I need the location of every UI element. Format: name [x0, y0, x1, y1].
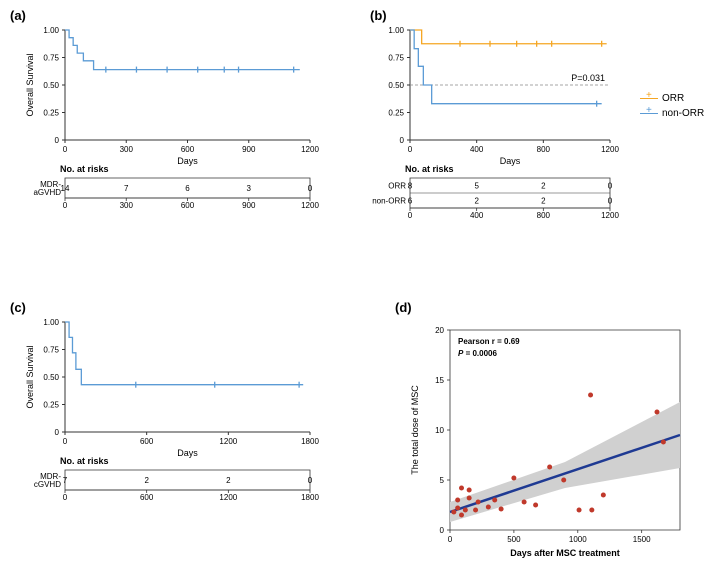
- svg-text:0.25: 0.25: [43, 109, 59, 118]
- svg-text:0.75: 0.75: [43, 54, 59, 63]
- svg-text:0: 0: [63, 145, 68, 154]
- svg-text:The total dose of MSC: The total dose of MSC: [410, 385, 420, 475]
- svg-text:14: 14: [61, 184, 70, 193]
- svg-text:P=0.031: P=0.031: [571, 73, 605, 83]
- legend-orr: ORR: [640, 93, 704, 104]
- svg-text:Overall Survival: Overall Survival: [25, 53, 35, 116]
- svg-text:0.75: 0.75: [388, 54, 404, 63]
- svg-text:Days: Days: [500, 156, 521, 166]
- svg-text:15: 15: [435, 376, 444, 385]
- svg-text:0.25: 0.25: [43, 401, 59, 410]
- svg-text:0: 0: [408, 211, 413, 220]
- svg-text:0: 0: [63, 201, 68, 210]
- svg-text:7: 7: [124, 184, 129, 193]
- panel-c: (c) 00.250.500.751.00060012001800Overall…: [10, 300, 340, 530]
- svg-text:0: 0: [63, 437, 68, 446]
- legend-orr-text: ORR: [662, 93, 684, 104]
- svg-text:aGVHD: aGVHD: [33, 188, 61, 197]
- svg-text:6: 6: [408, 197, 413, 206]
- panel-a-svg: 00.250.500.751.0003006009001200Overall S…: [10, 8, 340, 238]
- svg-text:3: 3: [247, 184, 252, 193]
- svg-text:0.25: 0.25: [388, 109, 404, 118]
- legend-nonorr-text: non-ORR: [662, 108, 704, 119]
- svg-text:ORR: ORR: [388, 182, 406, 191]
- svg-text:No. at risks: No. at risks: [60, 164, 109, 174]
- svg-text:0: 0: [608, 182, 613, 191]
- svg-text:1200: 1200: [219, 437, 237, 446]
- svg-text:0: 0: [448, 535, 453, 544]
- svg-text:Overall Survival: Overall Survival: [25, 345, 35, 408]
- svg-text:600: 600: [140, 493, 154, 502]
- panel-b: (b) 00.250.500.751.0004008001200DaysP=0.…: [370, 8, 710, 238]
- svg-text:1800: 1800: [301, 437, 319, 446]
- svg-text:0: 0: [63, 493, 68, 502]
- svg-text:No. at risks: No. at risks: [405, 164, 454, 174]
- legend-orr-mark: [640, 98, 658, 99]
- svg-text:Days after MSC treatment: Days after MSC treatment: [510, 548, 620, 558]
- svg-text:800: 800: [537, 145, 551, 154]
- svg-text:0: 0: [608, 197, 613, 206]
- legend-b: ORR non-ORR: [640, 93, 704, 123]
- svg-text:20: 20: [435, 326, 444, 335]
- svg-text:0: 0: [308, 476, 313, 485]
- svg-text:2: 2: [144, 476, 149, 485]
- svg-text:0: 0: [440, 526, 445, 535]
- svg-text:1200: 1200: [301, 145, 319, 154]
- svg-text:6: 6: [185, 184, 190, 193]
- svg-text:800: 800: [537, 211, 551, 220]
- svg-text:7: 7: [63, 476, 68, 485]
- svg-text:2: 2: [541, 197, 546, 206]
- svg-text:10: 10: [435, 426, 444, 435]
- svg-text:8: 8: [408, 182, 413, 191]
- svg-text:cGVHD: cGVHD: [34, 480, 61, 489]
- svg-text:0: 0: [55, 136, 60, 145]
- svg-text:0.50: 0.50: [388, 81, 404, 90]
- svg-text:1200: 1200: [219, 493, 237, 502]
- svg-text:300: 300: [120, 145, 134, 154]
- svg-text:2: 2: [541, 182, 546, 191]
- svg-text:1.00: 1.00: [43, 26, 59, 35]
- svg-text:400: 400: [470, 211, 484, 220]
- svg-text:0: 0: [308, 184, 313, 193]
- svg-text:0.50: 0.50: [43, 81, 59, 90]
- svg-text:600: 600: [140, 437, 154, 446]
- svg-text:Days: Days: [177, 156, 198, 166]
- panel-d: (d) 05101520050010001500The total dose o…: [395, 300, 705, 580]
- svg-text:Pearson r = 0.69: Pearson r = 0.69: [458, 337, 520, 346]
- svg-text:2: 2: [226, 476, 231, 485]
- panel-a: (a) 00.250.500.751.0003006009001200Overa…: [10, 8, 340, 238]
- svg-text:1200: 1200: [601, 211, 619, 220]
- svg-text:0: 0: [55, 428, 60, 437]
- svg-text:1200: 1200: [301, 201, 319, 210]
- svg-text:500: 500: [507, 535, 521, 544]
- svg-text:900: 900: [242, 201, 256, 210]
- legend-nonorr: non-ORR: [640, 108, 704, 119]
- svg-text:600: 600: [181, 201, 195, 210]
- svg-text:600: 600: [181, 145, 195, 154]
- panel-b-svg: 00.250.500.751.0004008001200DaysP=0.031N…: [370, 8, 635, 238]
- svg-text:1.00: 1.00: [43, 318, 59, 327]
- svg-text:P = 0.0006: P = 0.0006: [458, 349, 497, 358]
- svg-text:1200: 1200: [601, 145, 619, 154]
- panel-d-svg: 0 5 10 15 20 0 500 1000 1500 The total dose of MS…: [395, 300, 705, 580]
- svg-text:5: 5: [474, 182, 479, 191]
- svg-text:1800: 1800: [301, 493, 319, 502]
- svg-text:900: 900: [242, 145, 256, 154]
- svg-text:1500: 1500: [633, 535, 651, 544]
- svg-text:300: 300: [120, 201, 134, 210]
- svg-text:2: 2: [474, 197, 479, 206]
- svg-text:Days: Days: [177, 448, 198, 458]
- svg-text:0.50: 0.50: [43, 373, 59, 382]
- svg-text:0: 0: [408, 145, 413, 154]
- svg-text:5: 5: [440, 476, 445, 485]
- panel-c-svg: 0 0.25 0.50 0.75 1.00 0 600 1200 1800 Overall Sur…: [10, 300, 340, 530]
- legend-nonorr-mark: [640, 113, 658, 114]
- svg-text:1.00: 1.00: [388, 26, 404, 35]
- svg-text:0: 0: [400, 136, 405, 145]
- svg-text:0.75: 0.75: [43, 346, 59, 355]
- svg-text:non-ORR: non-ORR: [372, 197, 406, 206]
- svg-text:No. at risks: No. at risks: [60, 456, 109, 466]
- svg-text:400: 400: [470, 145, 484, 154]
- svg-text:1000: 1000: [569, 535, 587, 544]
